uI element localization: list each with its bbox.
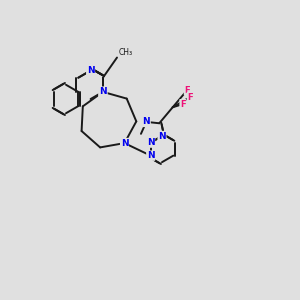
- Text: N: N: [142, 117, 150, 126]
- Text: N: N: [99, 87, 107, 96]
- Text: N: N: [121, 139, 128, 148]
- Text: F: F: [184, 85, 190, 94]
- Text: N: N: [147, 151, 154, 160]
- Text: CH₃: CH₃: [118, 48, 133, 57]
- Text: N: N: [158, 131, 166, 140]
- Text: N: N: [87, 66, 94, 75]
- Text: N: N: [147, 138, 154, 147]
- Text: N: N: [99, 87, 107, 96]
- Text: F: F: [180, 100, 186, 109]
- Text: F: F: [187, 93, 193, 102]
